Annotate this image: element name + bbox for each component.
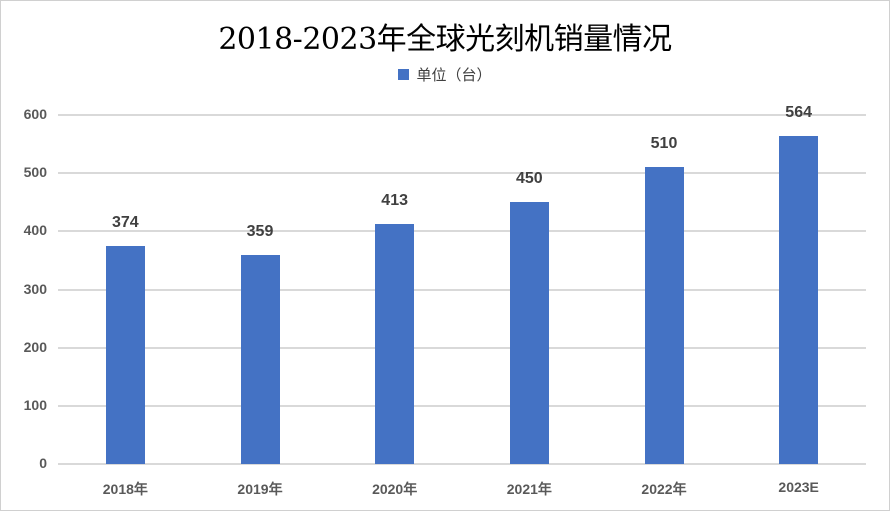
data-label: 374 (111, 214, 139, 232)
bar (105, 246, 145, 464)
plot-area: 374 359 413 450 510 564 (58, 104, 866, 465)
x-tick-label: 2021年 (506, 481, 552, 497)
data-label: 564 (785, 103, 812, 121)
gridline (58, 172, 866, 175)
x-tick-label: 2020年 (372, 481, 418, 497)
legend-swatch-icon (398, 69, 410, 80)
y-tick-label: 0 (39, 455, 47, 471)
bar (240, 255, 280, 464)
y-tick-label: 200 (23, 338, 47, 355)
gridline (58, 463, 866, 465)
chart-title: 2018-2023年全球光刻机销量情况 (218, 22, 672, 57)
legend: 单位（台） (0, 64, 890, 85)
gridline (58, 346, 866, 349)
x-tick-label: 2019年 (237, 481, 283, 497)
bar (779, 135, 819, 464)
y-tick-label: 600 (23, 106, 47, 122)
x-tick-label: 2023E (778, 479, 819, 495)
x-tick-label: 2018年 (102, 481, 148, 497)
gridline (58, 230, 866, 233)
bar (509, 202, 549, 464)
bar (644, 167, 684, 464)
data-label: 413 (381, 191, 408, 209)
gridline (58, 288, 866, 291)
gridline (58, 114, 866, 116)
y-tick-label: 500 (23, 164, 47, 181)
legend-label: 单位（台） (416, 66, 492, 84)
y-tick-label: 300 (23, 280, 47, 297)
data-label: 510 (650, 135, 678, 153)
x-tick-label: 2022年 (641, 481, 687, 497)
y-tick-label: 100 (23, 396, 47, 413)
data-label: 359 (246, 223, 274, 241)
bar (375, 223, 415, 464)
gridline (58, 404, 866, 407)
y-tick-label: 400 (23, 222, 47, 239)
data-label: 450 (515, 170, 543, 188)
